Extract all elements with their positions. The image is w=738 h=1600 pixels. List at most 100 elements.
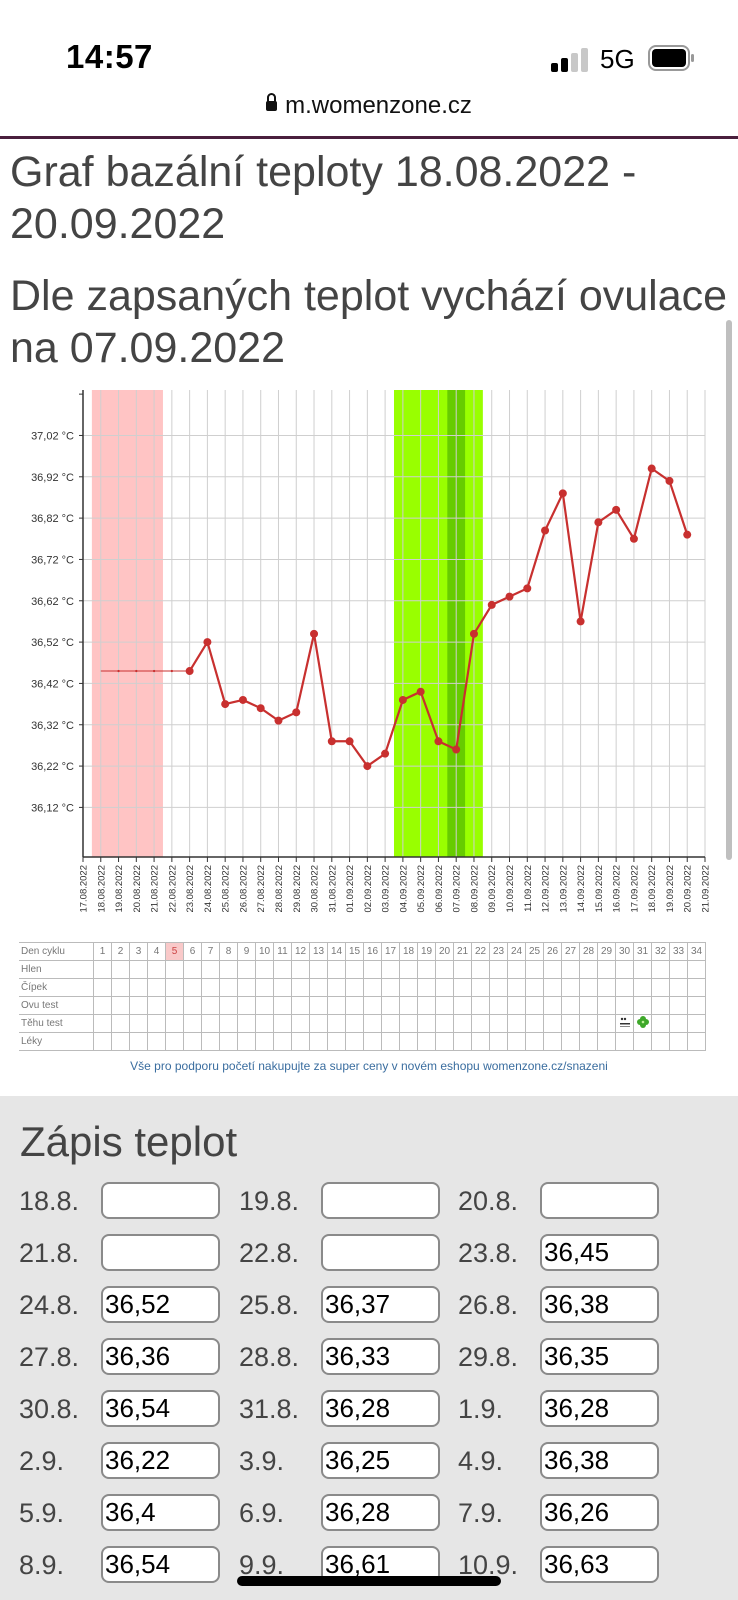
entry-row: 18.8. 19.8. 20.8. <box>0 1182 738 1222</box>
clover-icon[interactable] <box>636 1016 650 1032</box>
cycle-cell <box>273 996 292 1015</box>
cycle-cell <box>237 978 256 997</box>
cycle-cell <box>543 996 562 1015</box>
cycle-cell <box>363 1014 382 1033</box>
chart-xtick-label: 02.09.2022 <box>363 865 374 913</box>
cycle-cell <box>399 978 418 997</box>
chart-xtick-label: 19.09.2022 <box>665 865 676 913</box>
temperature-input[interactable] <box>101 1338 220 1375</box>
temperature-input[interactable] <box>101 1442 220 1479</box>
cycle-cell <box>183 1032 202 1051</box>
test-strip-icon[interactable] <box>619 1017 631 1031</box>
chart-xtick-label: 07.09.2022 <box>452 865 463 913</box>
temperature-input[interactable] <box>101 1182 220 1219</box>
cycle-cell <box>399 960 418 979</box>
cycle-cell <box>363 1032 382 1051</box>
cycle-cell <box>93 978 112 997</box>
temperature-input[interactable] <box>101 1234 220 1271</box>
cycle-cell <box>363 996 382 1015</box>
chart-xtick-label: 28.08.2022 <box>274 865 285 913</box>
cycle-cell: 6 <box>183 942 202 961</box>
cycle-cell <box>669 996 688 1015</box>
cycle-cell <box>183 996 202 1015</box>
temperature-input[interactable] <box>540 1390 659 1427</box>
cycle-cell <box>669 960 688 979</box>
cycle-cell <box>183 978 202 997</box>
chart-xtick-label: 19.08.2022 <box>114 865 125 913</box>
cycle-cell <box>237 1014 256 1033</box>
cycle-cell <box>471 996 490 1015</box>
cycle-cell <box>687 1014 706 1033</box>
temperature-input[interactable] <box>321 1234 440 1271</box>
temperature-input[interactable] <box>540 1338 659 1375</box>
cycle-cell <box>543 1014 562 1033</box>
temperature-input[interactable] <box>540 1182 659 1219</box>
cycle-cell: 24 <box>507 942 526 961</box>
temperature-input[interactable] <box>540 1494 659 1531</box>
cycle-cell <box>687 996 706 1015</box>
cycle-cell <box>453 1032 472 1051</box>
temperature-input[interactable] <box>540 1442 659 1479</box>
cycle-cell: 4 <box>147 942 166 961</box>
cycle-cell: 27 <box>561 942 580 961</box>
cycle-cell <box>219 996 238 1015</box>
cycle-cell: 26 <box>543 942 562 961</box>
page-scrollbar[interactable] <box>726 320 732 860</box>
cycle-cell <box>309 978 328 997</box>
promo-link[interactable]: Vše pro podporu početí nakupujte za supe… <box>130 1059 608 1073</box>
cycle-cell: 29 <box>597 942 616 961</box>
chart-interpolated-point <box>117 669 120 673</box>
cycle-cell <box>327 1014 346 1033</box>
temperature-chart: 37,02 °C 36,92 °C 36,82 °C 36,72 °C 36,62 °C… <box>31 390 712 913</box>
cycle-cell <box>309 1032 328 1051</box>
temperature-input[interactable] <box>321 1390 440 1427</box>
temperature-input[interactable] <box>101 1546 220 1583</box>
temperature-input[interactable] <box>540 1286 659 1323</box>
cycle-cell <box>579 996 598 1015</box>
chart-xtick-label: 21.09.2022 <box>701 865 712 913</box>
chart-ytick-label: 36,62 °C <box>31 596 74 608</box>
cycle-table-row: Léky <box>19 1032 706 1051</box>
cycle-cell: 23 <box>489 942 508 961</box>
cycle-cell <box>687 960 706 979</box>
chart-interpolated-point <box>152 669 156 673</box>
cycle-cell <box>255 1032 274 1051</box>
cycle-cell <box>129 978 148 997</box>
temperature-input[interactable] <box>540 1546 659 1583</box>
cycle-cell <box>597 960 616 979</box>
temperature-input[interactable] <box>321 1494 440 1531</box>
chart-xtick-label: 31.08.2022 <box>327 865 338 913</box>
cycle-cell: 1 <box>93 942 112 961</box>
cycle-cell <box>507 1014 526 1033</box>
cycle-cell: 17 <box>381 942 400 961</box>
chart-ytick-label: 36,52 °C <box>31 637 74 649</box>
temperature-input[interactable] <box>540 1234 659 1271</box>
temperature-input[interactable] <box>101 1286 220 1323</box>
cycle-cell <box>201 960 220 979</box>
chart-point <box>612 505 621 514</box>
cycle-cell <box>561 996 580 1015</box>
cycle-row-label: Hlen <box>19 960 94 979</box>
chart-xtick-label: 10.09.2022 <box>505 865 516 913</box>
signal-icon <box>551 46 591 72</box>
cycle-row-label: Těhu test <box>19 1014 94 1033</box>
cycle-cell <box>381 1014 400 1033</box>
temperature-input[interactable] <box>321 1182 440 1219</box>
cycle-cell: 18 <box>399 942 418 961</box>
home-indicator[interactable] <box>237 1576 501 1586</box>
temperature-input[interactable] <box>321 1442 440 1479</box>
temperature-input[interactable] <box>101 1494 220 1531</box>
temperature-input[interactable] <box>321 1338 440 1375</box>
cycle-cell <box>309 960 328 979</box>
temperature-input[interactable] <box>321 1286 440 1323</box>
header-divider <box>0 136 738 139</box>
address-bar[interactable]: m.womenzone.cz <box>0 92 738 136</box>
cycle-cell <box>525 996 544 1015</box>
cycle-cell: 9 <box>237 942 256 961</box>
cycle-cell <box>291 1014 310 1033</box>
cycle-cell <box>543 978 562 997</box>
cycle-cell <box>255 1014 274 1033</box>
temperature-input[interactable] <box>101 1390 220 1427</box>
cycle-cell <box>615 996 634 1015</box>
cycle-cell <box>417 960 436 979</box>
